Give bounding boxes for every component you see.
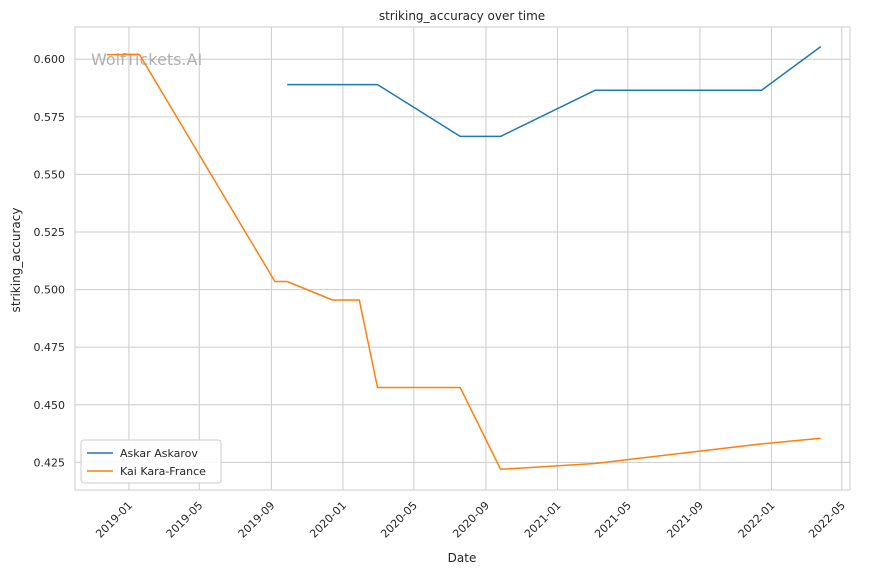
- y-axis-title: striking_accuracy: [9, 208, 23, 313]
- y-tick-label: 0.550: [34, 168, 66, 181]
- y-tick-label: 0.475: [34, 341, 66, 354]
- y-tick-labels: 0.425 0.450 0.475 0.500 0.525 0.550 0.575 0.600: [34, 53, 66, 469]
- series-line-askar-askarov: [287, 45, 822, 138]
- y-tick-label: 0.500: [34, 284, 66, 297]
- x-axis-title: Date: [448, 551, 477, 565]
- y-tick-label: 0.600: [34, 53, 66, 66]
- legend-label-askar-askarov: Askar Askarov: [120, 447, 198, 460]
- series-lines: [106, 45, 822, 471]
- plot-frame: [74, 26, 851, 491]
- y-tick-label: 0.525: [34, 226, 66, 239]
- legend: Askar Askarov Kai Kara-France: [80, 439, 222, 484]
- legend-label-kai-kara-france: Kai Kara-France: [120, 465, 206, 478]
- y-tick-label: 0.575: [34, 111, 66, 124]
- chart-title: striking_accuracy over time: [379, 9, 545, 23]
- series-line-kai-kara-france: [106, 53, 821, 471]
- y-tick-label: 0.450: [34, 399, 66, 412]
- y-tick-label: 0.425: [34, 456, 66, 469]
- legend-box: [80, 439, 222, 484]
